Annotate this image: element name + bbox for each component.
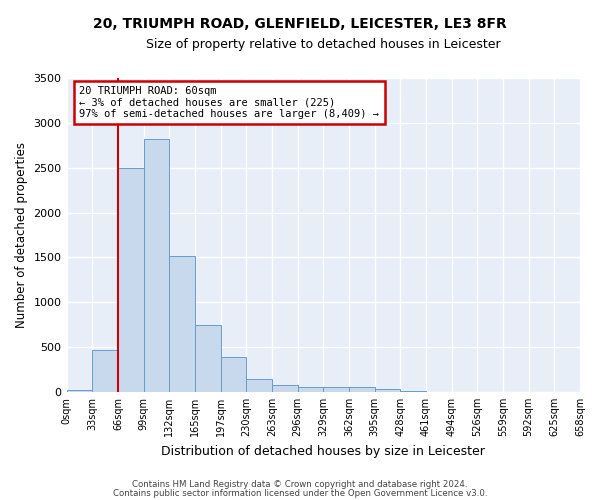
Title: Size of property relative to detached houses in Leicester: Size of property relative to detached ho… [146,38,500,51]
Bar [92,350,118,392]
Bar [374,389,400,392]
Bar [67,390,92,392]
Bar [323,387,349,392]
Bar [118,168,143,392]
Bar [169,256,195,392]
Text: 20, TRIUMPH ROAD, GLENFIELD, LEICESTER, LE3 8FR: 20, TRIUMPH ROAD, GLENFIELD, LEICESTER, … [93,18,507,32]
Bar [400,391,426,392]
Bar [298,387,323,392]
Bar [143,139,169,392]
Text: Contains HM Land Registry data © Crown copyright and database right 2024.: Contains HM Land Registry data © Crown c… [132,480,468,489]
Bar [272,385,298,392]
Bar [195,325,221,392]
Text: 20 TRIUMPH ROAD: 60sqm
← 3% of detached houses are smaller (225)
97% of semi-det: 20 TRIUMPH ROAD: 60sqm ← 3% of detached … [79,86,379,119]
Bar [349,387,374,392]
Text: Contains public sector information licensed under the Open Government Licence v3: Contains public sector information licen… [113,488,487,498]
Bar [246,380,272,392]
X-axis label: Distribution of detached houses by size in Leicester: Distribution of detached houses by size … [161,444,485,458]
Y-axis label: Number of detached properties: Number of detached properties [15,142,28,328]
Bar [221,357,246,392]
